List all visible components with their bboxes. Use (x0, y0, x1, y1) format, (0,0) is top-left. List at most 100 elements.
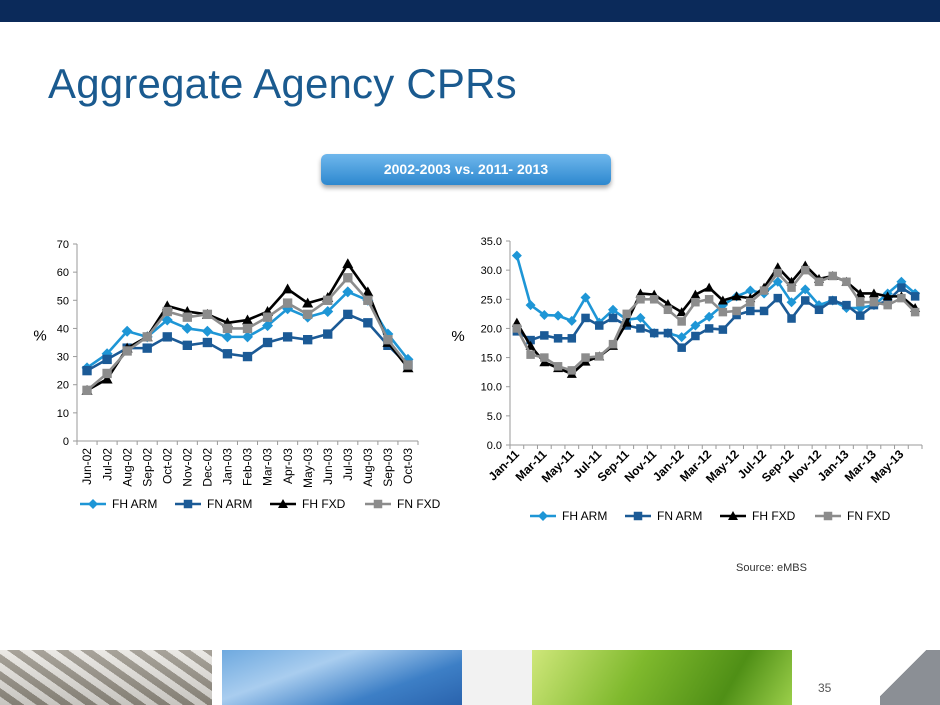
point-fn-fxd (622, 309, 631, 319)
point-fn-fxd (883, 300, 892, 310)
point-fh-arm (201, 325, 213, 337)
point-fh-arm (221, 331, 233, 343)
point-fh-arm (635, 312, 646, 323)
point-fh-arm (772, 276, 783, 287)
point-fn-fxd (595, 352, 604, 361)
legend-item-fn-arm: FN ARM (175, 497, 252, 511)
point-fn-arm (691, 331, 700, 341)
x-tick-label: Jul-03 (341, 448, 355, 481)
point-fn-fxd (403, 360, 413, 370)
point-fn-fxd (636, 295, 645, 304)
point-fh-arm (538, 511, 548, 521)
point-fn-fxd (553, 362, 563, 371)
point-fn-fxd (608, 339, 618, 349)
point-fn-arm (704, 324, 714, 333)
point-fh-fxd (302, 297, 314, 308)
x-tick-label: Jan-03 (221, 448, 235, 485)
point-fh-fxd (868, 288, 879, 298)
y-tick-label: 40 (57, 323, 69, 335)
point-fh-fxd (242, 314, 253, 325)
point-fn-fxd (102, 368, 112, 379)
point-fn-arm (855, 311, 865, 320)
point-fh-arm (161, 314, 173, 326)
legend-label: FH ARM (112, 497, 157, 511)
point-fh-fxd (704, 282, 715, 292)
y-tick-label: 50 (57, 295, 69, 307)
x-tick-label: Feb-03 (241, 448, 255, 486)
point-fn-arm (801, 296, 810, 305)
point-fh-arm (88, 499, 98, 509)
point-fn-fxd (801, 265, 810, 275)
point-fn-arm (677, 343, 686, 352)
y-tick-label: 20.0 (481, 323, 502, 335)
point-fn-arm (718, 325, 728, 334)
point-fh-arm (580, 292, 591, 303)
legend-label: FN ARM (207, 497, 252, 511)
point-fn-arm (282, 332, 293, 342)
point-fn-fxd (142, 332, 152, 342)
point-fn-arm (323, 329, 333, 339)
x-tick-label: Mar-03 (261, 448, 275, 486)
point-fn-arm (897, 283, 906, 292)
y-tick-label: 10.0 (481, 382, 502, 394)
period-comparison-pill: 2002-2003 vs. 2011- 2013 (321, 154, 611, 185)
point-fn-arm (581, 313, 590, 323)
point-fn-arm (773, 293, 783, 303)
line-fh-fxd (515, 264, 916, 376)
footer-divider (462, 650, 532, 705)
x-tick-label: Sep-02 (140, 448, 154, 487)
point-fn-fxd (202, 309, 213, 320)
point-fh-fxd (362, 286, 374, 297)
point-fh-arm (342, 286, 354, 298)
point-fh-fxd (855, 288, 866, 298)
y-tick-label: 35.0 (481, 236, 502, 248)
slide-title: Aggregate Agency CPRs (48, 60, 517, 107)
point-fn-arm (526, 335, 535, 345)
legend-label: FH ARM (562, 509, 607, 523)
point-fn-arm (222, 349, 233, 359)
point-fh-arm (690, 320, 701, 331)
point-fn-arm (649, 328, 659, 338)
point-fn-arm (242, 351, 253, 362)
point-fn-fxd (910, 307, 920, 317)
point-fh-arm (676, 332, 687, 343)
point-fn-fxd (842, 277, 851, 287)
point-fn-fxd (663, 305, 673, 315)
y-axis-label: % (451, 328, 464, 345)
point-fn-fxd (526, 350, 535, 359)
point-fn-fxd (512, 324, 522, 333)
point-fh-arm (525, 300, 536, 311)
x-tick-label: Apr-03 (281, 448, 295, 484)
series-fn-arm (82, 309, 413, 376)
legend-item-fh-arm: FH ARM (530, 509, 607, 523)
y-tick-label: 60 (57, 267, 69, 279)
y-axis-label: % (33, 328, 46, 345)
point-fh-fxd (690, 289, 701, 299)
legend-item-fh-arm: FH ARM (80, 497, 157, 511)
point-fn-arm (182, 340, 192, 350)
point-fn-fxd (540, 353, 549, 362)
point-fh-arm (262, 320, 274, 332)
top-banner (0, 0, 940, 22)
point-fh-arm (121, 325, 133, 337)
point-fn-fxd (746, 297, 755, 307)
x-tick-label: May-03 (301, 448, 315, 488)
point-fn-arm (262, 337, 273, 348)
point-fn-fxd (222, 323, 233, 334)
point-fn-arm (636, 324, 645, 333)
point-fh-arm (608, 304, 618, 315)
point-fn-fxd (581, 353, 590, 362)
point-fn-fxd (897, 293, 906, 303)
point-fn-fxd (242, 323, 253, 334)
point-fn-arm (162, 332, 172, 342)
point-fn-fxd (677, 317, 686, 326)
point-fn-fxd (828, 271, 837, 281)
y-tick-label: 30 (57, 352, 69, 364)
point-fn-fxd (718, 307, 728, 317)
point-fn-arm (814, 305, 824, 315)
point-fn-arm (567, 334, 577, 343)
point-fh-fxd (278, 499, 288, 508)
point-fn-fxd (732, 306, 741, 316)
point-fn-fxd (567, 366, 577, 375)
